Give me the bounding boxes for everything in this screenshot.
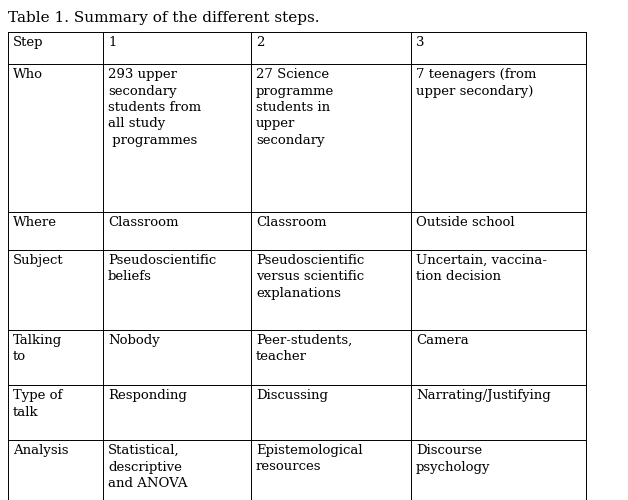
Text: Discourse
psychology: Discourse psychology [416,444,490,474]
Text: Narrating/Justifying: Narrating/Justifying [416,389,551,402]
Text: 1: 1 [108,36,116,49]
Text: Who: Who [13,68,43,81]
Text: 293 upper
secondary
students from
all study
 programmes: 293 upper secondary students from all st… [108,68,201,147]
Text: 2: 2 [256,36,264,49]
Text: Outside school: Outside school [416,216,514,229]
Text: Type of
talk: Type of talk [13,389,62,418]
Text: Pseudoscientific
beliefs: Pseudoscientific beliefs [108,254,216,284]
Text: Nobody: Nobody [108,334,160,347]
Text: 3: 3 [416,36,425,49]
Text: Subject: Subject [13,254,63,267]
Text: Where: Where [13,216,57,229]
Text: Step: Step [13,36,43,49]
Text: Statistical,
descriptive
and ANOVA: Statistical, descriptive and ANOVA [108,444,188,490]
Text: Responding: Responding [108,389,187,402]
Text: Pseudoscientific
versus scientific
explanations: Pseudoscientific versus scientific expla… [256,254,364,300]
Text: Classroom: Classroom [108,216,178,229]
Text: Epistemological
resources: Epistemological resources [256,444,362,474]
Text: Uncertain, vaccina-
tion decision: Uncertain, vaccina- tion decision [416,254,547,284]
Text: Analysis: Analysis [13,444,68,457]
Text: 7 teenagers (from
upper secondary): 7 teenagers (from upper secondary) [416,68,536,98]
Text: Camera: Camera [416,334,468,347]
Text: Table 1. Summary of the different steps.: Table 1. Summary of the different steps. [8,11,320,25]
Text: 27 Science
programme
students in
upper
secondary: 27 Science programme students in upper s… [256,68,334,147]
Text: Peer-students,
teacher: Peer-students, teacher [256,334,352,364]
Text: Talking
to: Talking to [13,334,62,364]
Text: Discussing: Discussing [256,389,328,402]
Text: Classroom: Classroom [256,216,327,229]
